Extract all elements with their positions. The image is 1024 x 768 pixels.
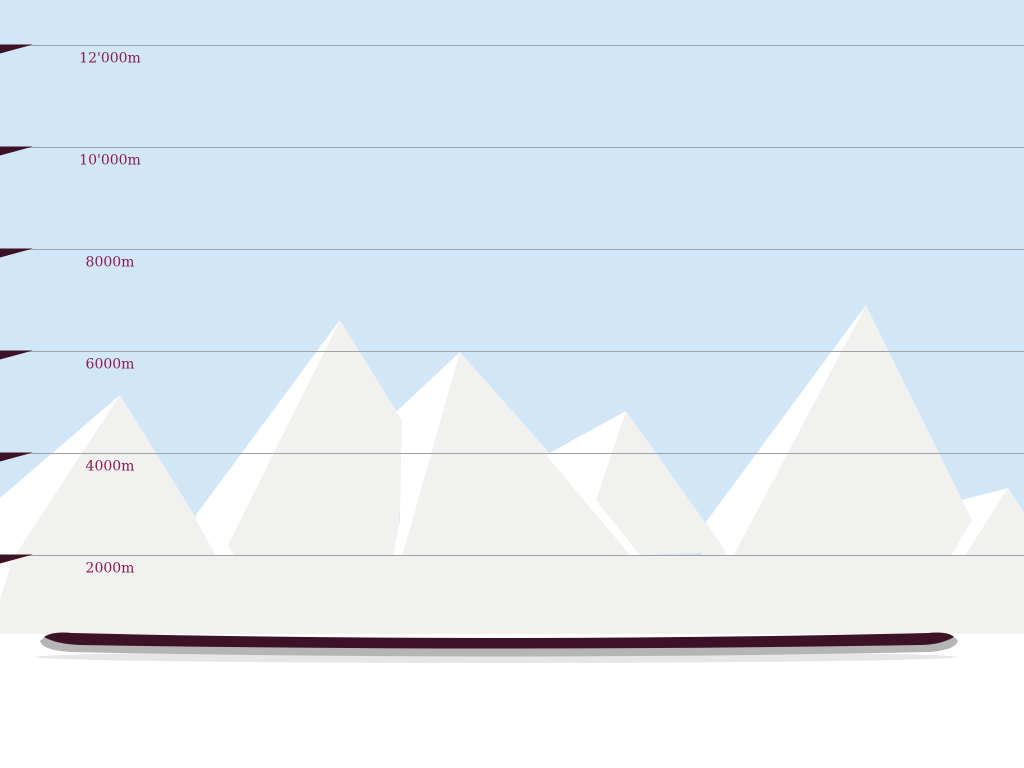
altitude-label-12000: 12'000m xyxy=(79,51,141,67)
mountain-5 xyxy=(692,305,972,634)
level-marker-8000 xyxy=(0,248,33,258)
mountain-4-highlight xyxy=(546,411,640,555)
level-marker-10000 xyxy=(0,146,33,156)
level-marker-4000 xyxy=(0,452,33,462)
altitude-grid: 2000m 4000m 6000m 8000m 10'000m 12'000m xyxy=(0,44,1024,577)
mountain-1-highlight xyxy=(0,395,120,560)
board xyxy=(44,632,954,649)
altitude-label-2000: 2000m xyxy=(86,561,135,577)
altitude-label-10000: 10'000m xyxy=(79,153,141,169)
mountain-6-highlight xyxy=(934,488,1008,610)
level-marker-2000 xyxy=(0,554,33,564)
ground-base xyxy=(0,632,1024,768)
mountain-range xyxy=(0,305,1024,634)
altitude-label-8000: 8000m xyxy=(86,255,135,271)
level-marker-6000 xyxy=(0,350,33,360)
valley-floor xyxy=(0,555,1024,634)
level-marker-12000 xyxy=(0,44,33,54)
valley-highlight-left xyxy=(0,560,12,600)
altitude-label-4000: 4000m xyxy=(86,459,135,475)
mountain-5-highlight xyxy=(674,305,866,634)
altitude-label-6000: 6000m xyxy=(86,357,135,373)
